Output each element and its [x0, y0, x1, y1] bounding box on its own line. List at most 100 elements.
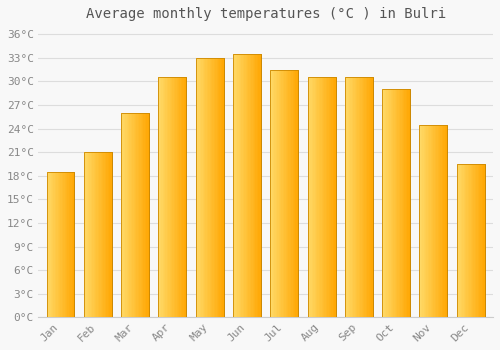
Bar — [254, 54, 256, 317]
Bar — [278, 70, 280, 317]
Bar — [461, 164, 462, 317]
Bar — [164, 77, 166, 317]
Bar — [158, 77, 186, 317]
Bar — [94, 152, 95, 317]
Bar — [184, 77, 185, 317]
Bar — [46, 172, 74, 317]
Bar — [386, 89, 388, 317]
Bar — [470, 164, 472, 317]
Bar — [211, 58, 212, 317]
Bar — [221, 58, 222, 317]
Bar — [360, 77, 362, 317]
Bar — [434, 125, 435, 317]
Bar — [242, 54, 244, 317]
Bar — [324, 77, 326, 317]
Bar — [478, 164, 479, 317]
Bar — [200, 58, 202, 317]
Bar — [460, 164, 461, 317]
Bar — [462, 164, 464, 317]
Bar — [429, 125, 430, 317]
Bar — [130, 113, 131, 317]
Bar — [174, 77, 175, 317]
Bar — [396, 89, 398, 317]
Bar — [54, 172, 55, 317]
Bar — [197, 58, 198, 317]
Bar — [280, 70, 281, 317]
Bar — [237, 54, 238, 317]
Bar — [456, 164, 458, 317]
Bar — [121, 113, 149, 317]
Bar — [356, 77, 358, 317]
Bar — [430, 125, 432, 317]
Bar — [468, 164, 469, 317]
Bar — [439, 125, 440, 317]
Bar — [128, 113, 130, 317]
Bar — [56, 172, 58, 317]
Bar — [168, 77, 170, 317]
Bar — [350, 77, 352, 317]
Bar — [420, 125, 448, 317]
Bar — [138, 113, 140, 317]
Bar — [251, 54, 252, 317]
Bar — [352, 77, 353, 317]
Bar — [55, 172, 56, 317]
Bar — [282, 70, 283, 317]
Bar — [420, 125, 448, 317]
Bar — [308, 77, 309, 317]
Bar — [327, 77, 328, 317]
Bar — [382, 89, 410, 317]
Bar — [358, 77, 359, 317]
Bar — [353, 77, 354, 317]
Bar — [270, 70, 298, 317]
Bar — [62, 172, 64, 317]
Bar — [196, 58, 197, 317]
Bar — [132, 113, 134, 317]
Bar — [66, 172, 68, 317]
Bar — [131, 113, 132, 317]
Bar — [92, 152, 94, 317]
Bar — [212, 58, 214, 317]
Bar — [70, 172, 72, 317]
Bar — [408, 89, 410, 317]
Bar — [367, 77, 368, 317]
Bar — [399, 89, 400, 317]
Bar — [198, 58, 200, 317]
Bar — [398, 89, 399, 317]
Bar — [316, 77, 318, 317]
Bar — [196, 58, 224, 317]
Bar — [178, 77, 180, 317]
Bar — [73, 172, 74, 317]
Bar — [426, 125, 428, 317]
Bar — [98, 152, 99, 317]
Bar — [84, 152, 112, 317]
Bar — [402, 89, 403, 317]
Bar — [270, 70, 298, 317]
Bar — [158, 77, 160, 317]
Bar — [310, 77, 312, 317]
Bar — [318, 77, 320, 317]
Bar — [312, 77, 313, 317]
Bar — [134, 113, 135, 317]
Bar — [105, 152, 106, 317]
Bar — [204, 58, 206, 317]
Bar — [330, 77, 332, 317]
Bar — [466, 164, 468, 317]
Bar — [421, 125, 422, 317]
Bar — [166, 77, 167, 317]
Bar — [320, 77, 322, 317]
Bar — [160, 77, 161, 317]
Bar — [297, 70, 298, 317]
Bar — [260, 54, 261, 317]
Bar — [85, 152, 86, 317]
Bar — [384, 89, 385, 317]
Bar — [323, 77, 324, 317]
Bar — [86, 152, 88, 317]
Bar — [180, 77, 182, 317]
Bar — [291, 70, 292, 317]
Bar — [456, 164, 484, 317]
Bar — [370, 77, 372, 317]
Bar — [256, 54, 258, 317]
Bar — [248, 54, 250, 317]
Bar — [444, 125, 446, 317]
Bar — [214, 58, 215, 317]
